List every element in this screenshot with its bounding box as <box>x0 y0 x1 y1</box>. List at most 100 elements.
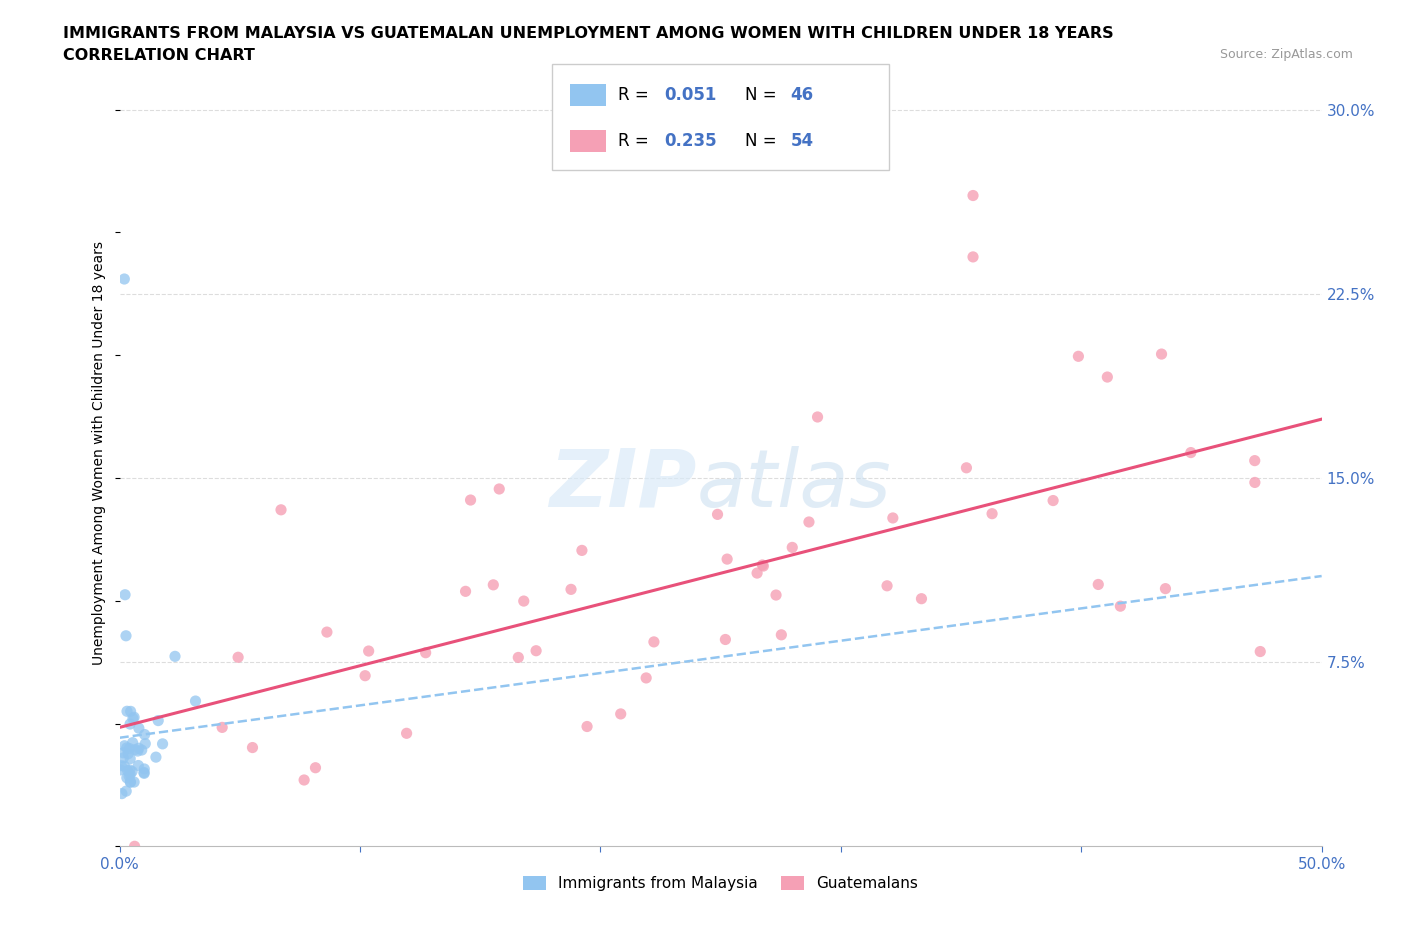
Point <box>910 591 932 606</box>
FancyBboxPatch shape <box>553 64 889 170</box>
Point <box>124 839 146 854</box>
Y-axis label: Unemployment Among Women with Children Under 18 years: Unemployment Among Women with Children U… <box>93 242 107 665</box>
Point <box>226 650 249 665</box>
Text: N =: N = <box>745 132 782 150</box>
Text: Source: ZipAtlas.com: Source: ZipAtlas.com <box>1219 48 1353 61</box>
Point <box>242 740 264 755</box>
Point <box>1042 493 1064 508</box>
Point <box>981 506 1004 521</box>
Text: ZIP: ZIP <box>550 445 696 524</box>
Legend: Immigrants from Malaysia, Guatemalans: Immigrants from Malaysia, Guatemalans <box>517 870 924 897</box>
Text: atlas: atlas <box>696 445 891 524</box>
Point <box>882 511 904 525</box>
Point <box>576 719 599 734</box>
Point <box>134 766 156 781</box>
Point <box>643 634 665 649</box>
Point <box>121 764 143 778</box>
Point <box>354 669 377 684</box>
Point <box>132 765 155 780</box>
Point <box>122 775 145 790</box>
Point <box>122 711 145 725</box>
Bar <box>571 130 606 152</box>
Point <box>316 625 339 640</box>
Point <box>454 584 477 599</box>
Point <box>304 761 326 776</box>
Point <box>560 582 582 597</box>
Text: R =: R = <box>619 132 654 150</box>
Point <box>714 632 737 647</box>
Point <box>751 558 773 573</box>
Point <box>211 720 233 735</box>
Point <box>134 762 156 777</box>
Point <box>292 773 315 788</box>
Point <box>636 671 658 685</box>
Point <box>1087 577 1109 591</box>
Point <box>114 588 136 603</box>
Point <box>115 704 138 719</box>
Point <box>524 644 547 658</box>
Point <box>115 740 138 755</box>
Point <box>482 578 505 592</box>
Point <box>120 775 142 790</box>
Point <box>270 502 292 517</box>
Point <box>148 713 170 728</box>
Point <box>1180 445 1202 460</box>
Point <box>609 707 631 722</box>
Text: R =: R = <box>619 86 654 103</box>
Point <box>145 750 167 764</box>
Point <box>112 745 135 760</box>
Point <box>124 742 146 757</box>
Point <box>752 559 775 574</box>
Point <box>120 775 142 790</box>
Point <box>780 540 803 555</box>
Point <box>806 409 828 424</box>
Point <box>163 649 186 664</box>
Point <box>127 758 149 773</box>
Point <box>118 763 141 777</box>
Point <box>128 741 150 756</box>
Point <box>1249 644 1271 659</box>
Point <box>128 721 150 736</box>
Point <box>716 551 738 566</box>
Point <box>1244 475 1267 490</box>
Text: 54: 54 <box>790 132 814 150</box>
Point <box>415 645 437 660</box>
Point <box>134 727 156 742</box>
Point <box>115 629 138 644</box>
Point <box>120 717 142 732</box>
Point <box>745 565 768 580</box>
Text: CORRELATION CHART: CORRELATION CHART <box>63 48 254 63</box>
Point <box>797 514 820 529</box>
Point <box>1109 599 1132 614</box>
Text: 0.051: 0.051 <box>664 86 717 103</box>
Text: 0.235: 0.235 <box>664 132 717 150</box>
Point <box>706 507 728 522</box>
Point <box>118 768 141 783</box>
Point <box>357 644 380 658</box>
Point <box>395 725 418 740</box>
Point <box>1067 349 1090 364</box>
Point <box>117 764 139 778</box>
Point <box>131 742 153 757</box>
Point <box>114 738 136 753</box>
Point <box>1243 453 1265 468</box>
Point <box>152 737 174 751</box>
Point <box>121 736 143 751</box>
Text: N =: N = <box>745 86 782 103</box>
Point <box>962 249 984 264</box>
Point <box>513 593 536 608</box>
Point <box>184 694 207 709</box>
Point <box>508 650 530 665</box>
Text: IMMIGRANTS FROM MALAYSIA VS GUATEMALAN UNEMPLOYMENT AMONG WOMEN WITH CHILDREN UN: IMMIGRANTS FROM MALAYSIA VS GUATEMALAN U… <box>63 26 1114 41</box>
Point <box>110 758 132 773</box>
Point <box>876 578 898 593</box>
Point <box>460 493 482 508</box>
Point <box>127 744 149 759</box>
Point <box>955 460 977 475</box>
Point <box>118 741 141 756</box>
Point <box>120 767 142 782</box>
Point <box>770 628 793 643</box>
Point <box>115 770 138 785</box>
Point <box>1150 347 1173 362</box>
Point <box>120 704 142 719</box>
